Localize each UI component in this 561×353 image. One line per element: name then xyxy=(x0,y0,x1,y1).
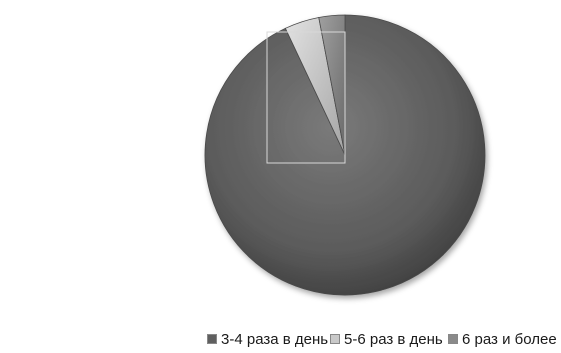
pie-selection-outline xyxy=(266,31,346,164)
slice-6-or-more xyxy=(318,14,346,156)
pie-chart xyxy=(204,14,486,296)
legend-label: 3-4 раза в день xyxy=(221,330,329,348)
legend-item-5-6-times: 5-6 раз в день xyxy=(330,328,443,350)
selection-rect xyxy=(266,31,346,164)
legend-label: 5-6 раз в день xyxy=(344,330,443,348)
legend: 3-4 раза в день 5-6 раз в день 6 раз и б… xyxy=(0,328,561,350)
legend-item-3-4-times: 3-4 раза в день xyxy=(207,328,328,350)
legend-swatch xyxy=(330,334,340,344)
pie-chart-svg xyxy=(204,14,486,296)
legend-label: 6 раз и более xyxy=(462,330,557,348)
legend-swatch xyxy=(448,334,458,344)
legend-swatch xyxy=(207,334,217,344)
legend-item-6-or-more: 6 раз и более xyxy=(448,328,557,350)
